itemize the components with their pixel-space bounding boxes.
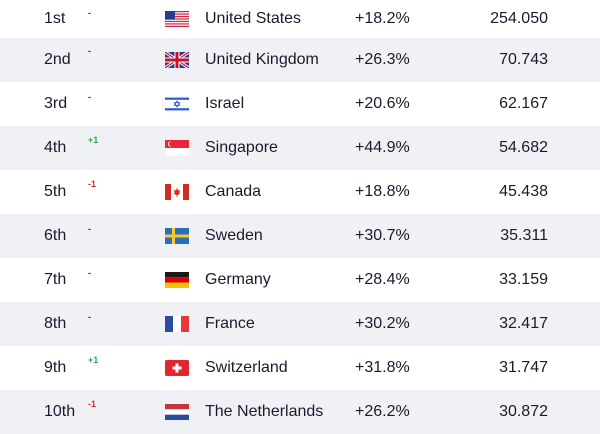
growth-value: +18.2%	[355, 10, 410, 27]
growth-value: +28.4%	[355, 271, 410, 288]
rank-change: -	[88, 92, 91, 102]
growth-value: +26.2%	[355, 403, 410, 420]
country-name: Israel	[205, 95, 245, 112]
rank-label: 4th	[44, 139, 67, 156]
table-row: 4th +1 Singapore +44.9% 54.682	[0, 126, 600, 170]
country-name: France	[205, 315, 255, 332]
rank-change: -	[88, 312, 91, 322]
rank-change: +1	[88, 355, 99, 365]
rank-label: 1st	[44, 10, 66, 27]
table-row: 2nd - United Kingdom +26.3% 70.743	[0, 38, 600, 82]
growth-value: +26.3%	[355, 51, 410, 68]
germany-flag-icon	[165, 272, 189, 288]
country-name: Germany	[205, 271, 271, 288]
rank-label: 3rd	[44, 95, 68, 112]
rank-label: 9th	[44, 359, 67, 376]
table-row: 6th - Sweden +30.7% 35.311	[0, 214, 600, 258]
rank-label: 5th	[44, 183, 67, 200]
rank-change: -	[88, 8, 91, 18]
score-value: 32.417	[499, 315, 548, 332]
table-row: 7th - Germany +28.4% 33.159	[0, 258, 600, 302]
score-value: 54.682	[499, 139, 548, 156]
country-name: Singapore	[205, 139, 278, 156]
sweden-flag-icon	[165, 228, 189, 244]
growth-value: +44.9%	[355, 139, 410, 156]
score-value: 70.743	[499, 51, 548, 68]
rank-change: -	[88, 224, 91, 234]
rank-label: 6th	[44, 227, 67, 244]
table-row: 5th -1 Canada +18.8% 45.438	[0, 170, 600, 214]
table-row: 10th -1 The Netherlands +26.2% 30.872	[0, 390, 600, 434]
rank-change: +1	[88, 135, 99, 145]
switzerland-flag-icon	[165, 360, 189, 376]
france-flag-icon	[165, 316, 189, 332]
rank-label: 10th	[44, 403, 76, 420]
score-value: 45.438	[499, 183, 548, 200]
rank-label: 8th	[44, 315, 67, 332]
uk-flag-icon	[165, 52, 189, 68]
score-value: 35.311	[500, 227, 548, 244]
score-value: 30.872	[499, 403, 548, 420]
country-name: Switzerland	[205, 359, 288, 376]
country-name: United States	[205, 10, 302, 27]
growth-value: +30.2%	[355, 315, 410, 332]
score-value: 254.050	[490, 10, 548, 27]
israel-flag-icon	[165, 96, 189, 112]
table-row: 1st - United States +18.2% 254.050	[0, 0, 600, 38]
netherlands-flag-icon	[165, 404, 189, 420]
table-row: 8th - France +30.2% 32.417	[0, 302, 600, 346]
growth-value: +30.7%	[355, 227, 410, 244]
table-row: 3rd - Israel +20.6% 62.167	[0, 82, 600, 126]
rank-change: -	[88, 46, 91, 56]
rank-label: 2nd	[44, 51, 71, 68]
growth-value: +31.8%	[355, 359, 410, 376]
rank-change: -	[88, 268, 91, 278]
score-value: 33.159	[499, 271, 548, 288]
rank-label: 7th	[44, 271, 67, 288]
rank-change: -1	[88, 399, 97, 409]
table-row: 9th +1 Switzerland +31.8% 31.747	[0, 346, 600, 390]
rank-change: -1	[88, 179, 97, 189]
us-flag-icon	[165, 11, 189, 27]
country-name: United Kingdom	[205, 51, 319, 68]
singapore-flag-icon	[165, 140, 189, 156]
country-name: Sweden	[205, 227, 263, 244]
score-value: 62.167	[499, 95, 548, 112]
country-name: Canada	[205, 183, 262, 200]
canada-flag-icon	[165, 184, 189, 200]
score-value: 31.747	[499, 359, 548, 376]
country-name: The Netherlands	[205, 403, 324, 420]
growth-value: +20.6%	[355, 95, 410, 112]
growth-value: +18.8%	[355, 183, 410, 200]
